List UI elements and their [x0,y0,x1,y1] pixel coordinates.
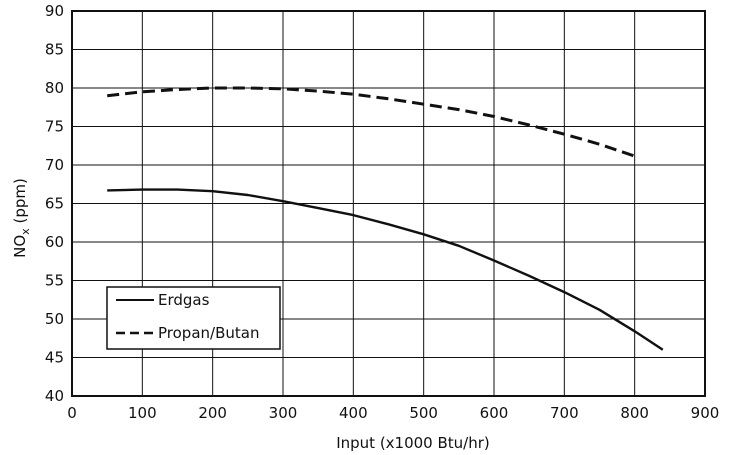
x-axis-label: Input (x1000 Btu/hr) [336,434,490,452]
legend-label-erdgas: Erdgas [158,291,210,309]
y-tick-label: 85 [45,41,64,59]
legend-box [106,286,281,350]
x-tick-label: 100 [128,404,157,422]
y-axis-label-main: NO [11,235,29,258]
series-line-propan-butan [107,86,639,159]
x-tick-label: 900 [691,404,720,422]
y-tick-label: 60 [45,233,64,251]
y-axis-label-unit: (ppm) [11,178,29,228]
y-tick-label: 45 [45,349,64,367]
series-lines [107,86,664,351]
y-tick-label: 75 [45,118,64,136]
x-tick-label: 200 [198,404,227,422]
y-axis-label: NOx (ppm) [11,178,32,258]
series-line-erdgas [107,188,664,351]
plot-frame [71,10,706,397]
x-tick-labels: 0 100 200 300 400 500 600 700 800 900 [67,404,719,422]
y-axis-label-sub: x [19,228,32,235]
legend-label-propan: Propan/Butan [158,324,259,342]
legend: Erdgas Propan/Butan [106,286,281,350]
y-tick-label: 65 [45,195,64,213]
y-tick-label: 90 [45,2,64,20]
y-tick-label: 80 [45,79,64,97]
x-tick-label: 500 [409,404,438,422]
y-tick-label: 40 [45,387,64,405]
x-tick-label: 700 [550,404,579,422]
x-tick-label: 800 [620,404,649,422]
y-tick-labels: 40 45 50 55 60 65 70 75 80 85 90 [45,2,64,405]
x-tick-label: 600 [480,404,509,422]
x-tick-label: 0 [67,404,77,422]
x-tick-label: 300 [269,404,298,422]
y-tick-label: 55 [45,272,64,290]
y-tick-label: 70 [45,156,64,174]
x-tick-label: 400 [339,404,368,422]
y-tick-label: 50 [45,310,64,328]
